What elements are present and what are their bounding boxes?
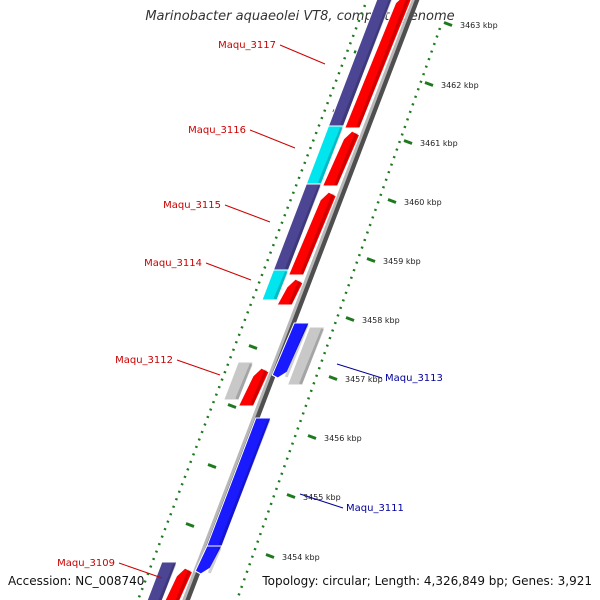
gene-label: Maqu_3111 <box>346 503 404 514</box>
feature-shade <box>250 369 268 406</box>
major-tick <box>366 257 376 263</box>
tick-label: 3459 kbp <box>383 257 421 266</box>
feature-shade <box>340 0 393 126</box>
feature-shade <box>300 193 335 275</box>
tick-rail-left <box>136 4 367 600</box>
tick-label: 3457 kbp <box>345 375 383 384</box>
major-tick <box>328 375 338 381</box>
major-tick <box>403 139 413 145</box>
gene-feature <box>321 130 361 187</box>
feature-shade <box>317 127 343 184</box>
leader-line <box>205 262 252 281</box>
leader-line <box>299 493 344 509</box>
tick-label: 3463 kbp <box>460 21 498 30</box>
feature-shade <box>288 280 302 305</box>
label-layer: Maqu_3117 Maqu_3116 Maqu_3115 Maqu_3114 Maqu… <box>57 40 443 579</box>
gene-feature <box>146 561 178 600</box>
gene-feature <box>194 545 223 575</box>
gene-label: Maqu_3117 <box>218 40 276 51</box>
leader-line <box>279 44 326 65</box>
major-tick <box>307 434 317 440</box>
feature-shade <box>356 0 410 128</box>
gene-feature <box>261 269 290 301</box>
accession-text: Accession: NC_008740 <box>8 574 145 588</box>
gene-feature <box>271 322 310 379</box>
tick-label: 3462 kbp <box>441 81 479 90</box>
gene-label: Maqu_3113 <box>385 373 443 384</box>
gene-feature <box>237 367 270 407</box>
feature-shade <box>334 132 358 186</box>
minor-tick <box>207 463 217 469</box>
gene-feature <box>286 326 326 386</box>
feature-shade <box>284 324 309 378</box>
minor-tick <box>227 403 237 409</box>
feature-shade <box>285 185 321 270</box>
feature-shade <box>235 363 253 400</box>
tick-label: 3455 kbp <box>303 493 341 502</box>
major-tick <box>443 21 453 27</box>
gene-label: Maqu_3116 <box>188 125 246 136</box>
gene-label: Maqu_3114 <box>144 258 202 269</box>
topology-text: Topology: circular; Length: 4,326,849 bp… <box>262 574 592 588</box>
tick-label: 3458 kbp <box>362 316 400 325</box>
gene-label: Maqu_3109 <box>57 558 115 569</box>
major-tick <box>387 198 397 204</box>
gene-label: Maqu_3112 <box>115 355 173 366</box>
feature-shade <box>218 419 271 546</box>
leader-line <box>336 363 383 379</box>
tick-label: 3461 kbp <box>420 139 458 148</box>
gene-feature <box>164 567 194 600</box>
feature-shade <box>299 328 325 385</box>
tick-rail-right <box>235 27 442 600</box>
gene-label: Maqu_3115 <box>163 200 221 211</box>
minor-tick <box>185 522 195 528</box>
feature-shade <box>158 563 177 600</box>
feature-layer <box>146 0 412 600</box>
gene-feature <box>287 191 337 276</box>
major-tick <box>265 553 275 559</box>
leader-line <box>176 359 221 376</box>
tick-layer: 3454 kbp 3455 kbp 3456 kbp 3457 kbp 3458 kbp… <box>136 4 498 600</box>
major-tick <box>424 81 434 87</box>
tick-label: 3454 kbp <box>282 553 320 562</box>
gene-feature <box>276 278 304 306</box>
backbone <box>182 0 415 600</box>
feature-shade <box>273 271 288 300</box>
leader-line <box>118 562 163 579</box>
leader-line <box>224 204 271 223</box>
feature-shade <box>207 547 222 574</box>
tick-label: 3460 kbp <box>404 198 442 207</box>
leader-line <box>249 129 296 149</box>
gene-feature <box>344 0 412 129</box>
feature-shade <box>175 569 191 600</box>
tick-label: 3456 kbp <box>324 434 362 443</box>
gene-feature <box>223 361 255 401</box>
major-tick <box>345 316 355 322</box>
major-tick <box>286 493 296 499</box>
minor-tick <box>248 344 258 350</box>
